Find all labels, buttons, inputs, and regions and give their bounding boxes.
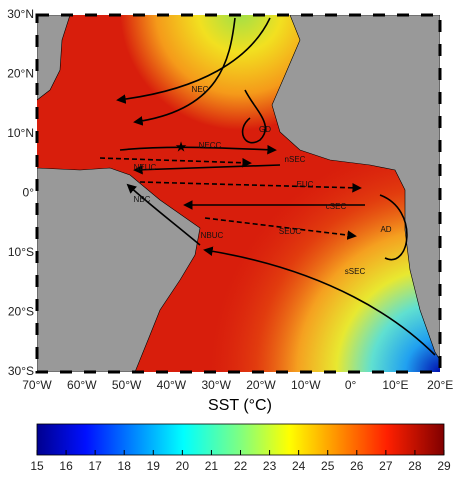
colorbar-tick-label: 26 xyxy=(350,459,364,473)
colorbar-tick-label: 25 xyxy=(321,459,335,473)
map-frame xyxy=(35,13,442,374)
colorbar-tick-label: 28 xyxy=(408,459,422,473)
lon-label: 30°W xyxy=(201,378,231,392)
colorbar-tick-label: 24 xyxy=(292,459,306,473)
lat-label: 0° xyxy=(23,186,35,200)
colorbar-title: SST (°C) xyxy=(208,397,272,414)
colorbar-tick-label: 15 xyxy=(30,459,44,473)
current-label: GD xyxy=(259,125,271,134)
current-label: SEUC xyxy=(279,227,301,236)
lon-label: 10°E xyxy=(382,378,408,392)
lon-label: 10°W xyxy=(291,378,321,392)
north-america xyxy=(37,15,71,101)
lon-label: 50°W xyxy=(112,378,142,392)
current-label: NEC xyxy=(192,85,209,94)
lat-label: 10°N xyxy=(7,126,34,140)
current-label: sSEC xyxy=(345,267,366,276)
colorbar-tick-label: 21 xyxy=(205,459,219,473)
colorbar-tick-label: 27 xyxy=(379,459,393,473)
colorbar-tick-label: 23 xyxy=(263,459,277,473)
current-label: NBC xyxy=(134,195,151,204)
current-label: NBUC xyxy=(201,231,224,240)
lat-label: 30°N xyxy=(7,7,34,21)
colorbar-tick-label: 22 xyxy=(234,459,248,473)
colorbar-tick-label: 19 xyxy=(147,459,161,473)
current-label: nSEC xyxy=(285,155,306,164)
lon-label: 20°E xyxy=(427,378,453,392)
lon-label: 0° xyxy=(345,378,357,392)
lat-label: 20°S xyxy=(8,305,34,319)
current-label: EUC xyxy=(297,180,314,189)
colorbar-tick-label: 29 xyxy=(437,459,451,473)
colorbar-tick-label: 18 xyxy=(118,459,132,473)
currents: ★ xyxy=(99,17,436,356)
colorbar-tick-label: 16 xyxy=(59,459,73,473)
current-label: NEUC xyxy=(134,163,157,172)
lon-label: 70°W xyxy=(22,378,52,392)
current-label: NECC xyxy=(199,141,222,150)
lat-label: 30°S xyxy=(8,364,34,378)
lat-label: 20°N xyxy=(7,67,34,81)
current-label: cSEC xyxy=(326,202,347,211)
africa xyxy=(271,15,440,361)
svg-text:★: ★ xyxy=(175,139,188,155)
lon-label: 60°W xyxy=(67,378,97,392)
colorbar xyxy=(36,423,445,456)
colorbar-tick-label: 20 xyxy=(176,459,190,473)
lon-label: 20°W xyxy=(246,378,276,392)
south-america xyxy=(37,167,201,372)
lon-label: 40°W xyxy=(157,378,187,392)
current-label: AD xyxy=(380,225,391,234)
sst-field xyxy=(37,15,440,372)
colorbar-tick-label: 17 xyxy=(88,459,102,473)
lat-label: 10°S xyxy=(8,245,34,259)
